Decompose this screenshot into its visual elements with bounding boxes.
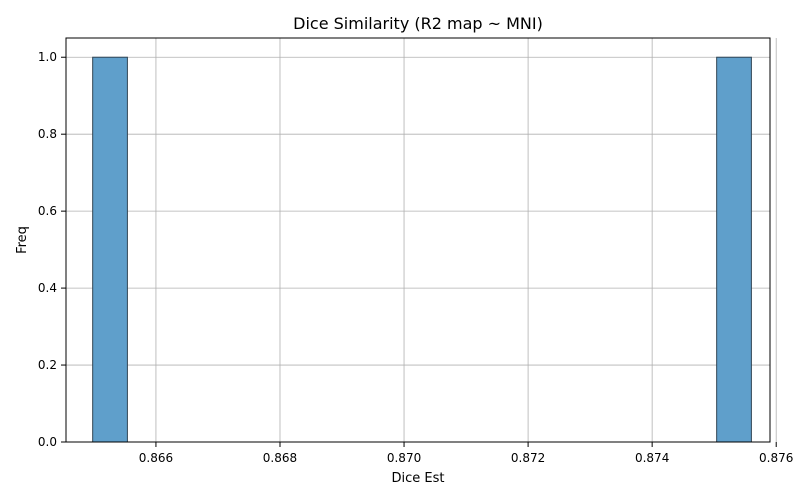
plot-frame [65, 37, 771, 443]
x-tick-label: 0.870 [387, 451, 421, 465]
y-axis-label: Freq [15, 226, 30, 254]
y-tick-label: 0.0 [38, 435, 57, 449]
histogram-bars [92, 56, 752, 443]
x-tick-label: 0.872 [511, 451, 545, 465]
x-axis-label: Dice Est [392, 471, 445, 486]
y-tick-label: 0.4 [38, 281, 57, 295]
histogram-bar-2 [716, 56, 752, 443]
x-axis-ticks: 0.866 0.868 0.870 0.872 0.874 0.876 [139, 442, 793, 465]
y-tick-label: 0.6 [38, 204, 57, 218]
grid-lines [66, 38, 777, 443]
x-tick-label: 0.874 [635, 451, 669, 465]
y-tick-label: 0.2 [38, 358, 57, 372]
y-axis-ticks: 0.0 0.2 0.4 0.6 0.8 1.0 [38, 50, 66, 449]
x-tick-label: 0.868 [263, 451, 297, 465]
x-tick-label: 0.876 [759, 451, 793, 465]
y-tick-label: 0.8 [38, 127, 57, 141]
y-tick-label: 1.0 [38, 50, 57, 64]
x-tick-label: 0.866 [139, 451, 173, 465]
histogram-bar-1 [92, 56, 128, 443]
axes [65, 37, 771, 443]
chart-title: Dice Similarity (R2 map ~ MNI) [293, 14, 543, 33]
